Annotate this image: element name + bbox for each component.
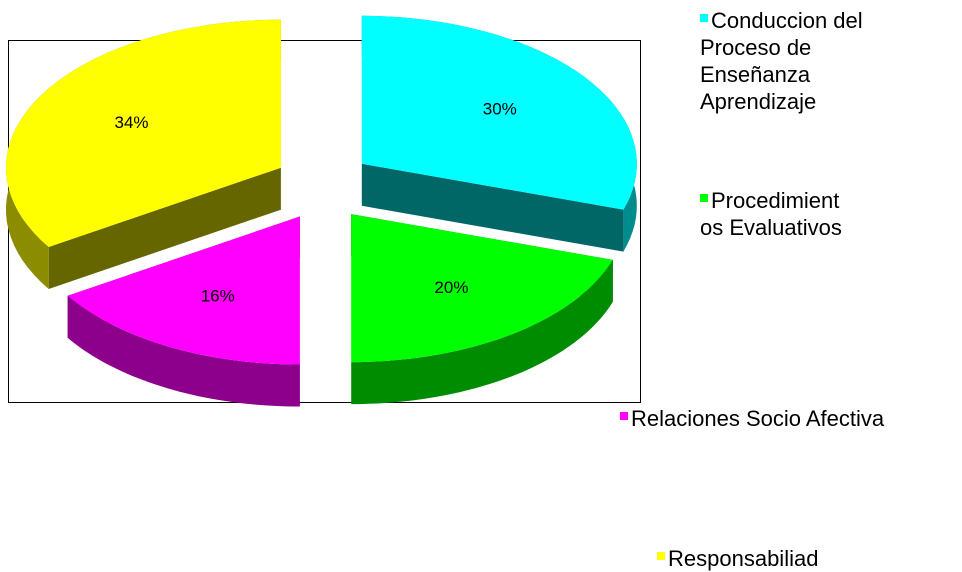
legend-swatch bbox=[620, 412, 628, 420]
legend-label: Relaciones Socio Afectiva bbox=[631, 406, 885, 431]
data-label: 16% bbox=[201, 286, 235, 305]
legend-swatch bbox=[700, 194, 708, 202]
legend-swatch bbox=[700, 14, 708, 22]
legend-label: Responsabiliad bbox=[668, 546, 819, 571]
data-label: 20% bbox=[434, 278, 468, 297]
legend-swatch bbox=[657, 552, 665, 560]
slice-wall bbox=[361, 163, 624, 252]
slice-rim bbox=[351, 259, 613, 405]
legend-label: Procedimientos Evaluativos bbox=[700, 188, 842, 240]
slice bbox=[361, 15, 637, 210]
data-label: 34% bbox=[115, 113, 149, 132]
legend-item: Procedimientos Evaluativos bbox=[700, 187, 850, 241]
legend-item: Responsabiliad bbox=[657, 545, 957, 572]
slice-rim bbox=[67, 295, 300, 407]
slice bbox=[6, 19, 281, 248]
slice-wall bbox=[48, 167, 281, 289]
slice bbox=[67, 216, 300, 365]
legend-label: Conduccion del Proceso de Enseñanza Apre… bbox=[700, 8, 863, 114]
legend-item: Conduccion del Proceso de Enseñanza Apre… bbox=[700, 7, 920, 115]
legend-item: Relaciones Socio Afectiva bbox=[620, 405, 960, 432]
data-label: 30% bbox=[483, 99, 517, 118]
slice bbox=[351, 214, 613, 363]
